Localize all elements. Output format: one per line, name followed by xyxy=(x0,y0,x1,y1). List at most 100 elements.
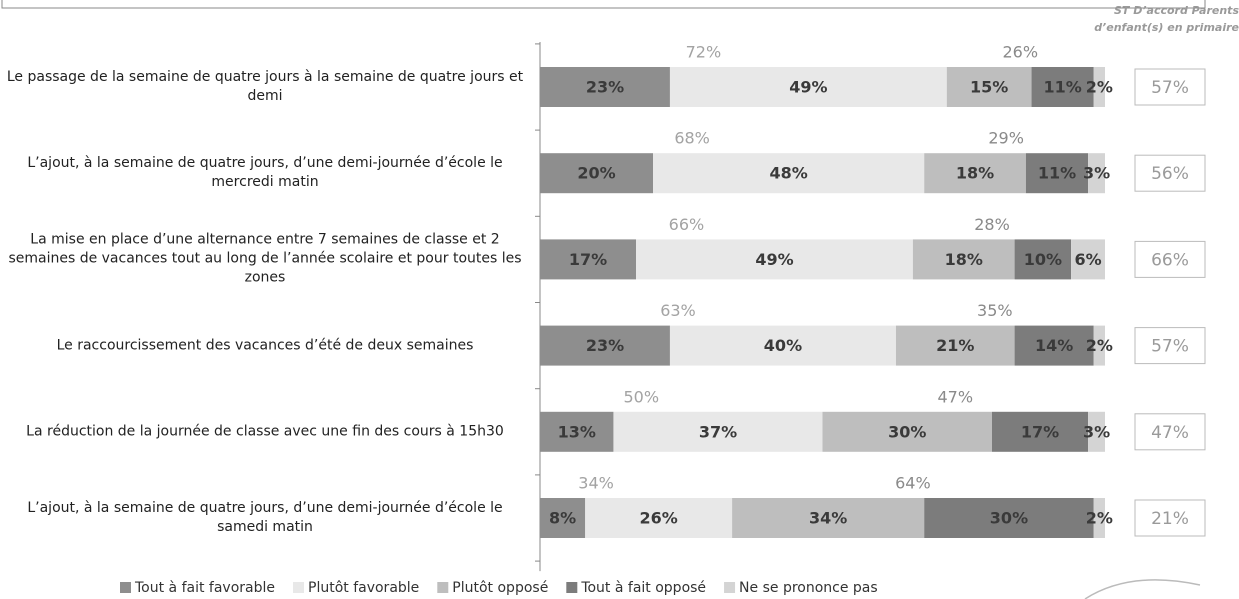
segment-label: 34% xyxy=(809,509,847,528)
bar-segment xyxy=(540,67,670,107)
segment-label: 6% xyxy=(1074,250,1101,269)
side-value: 21% xyxy=(1151,509,1189,529)
logo-curve xyxy=(1084,579,1201,599)
segment-label: 11% xyxy=(1038,164,1076,183)
segment-label: 23% xyxy=(586,336,624,355)
category-label: L’ajout, à la semaine de quatre jours, d… xyxy=(27,155,503,191)
bar-segment xyxy=(822,411,992,452)
category-label: Le raccourcissement des vacances d’été d… xyxy=(56,337,474,354)
segment-label: 14% xyxy=(1035,336,1073,355)
segment-label: 49% xyxy=(789,78,827,97)
segment-label: 37% xyxy=(699,422,737,441)
segment-label: 17% xyxy=(1021,422,1059,441)
bar-segment xyxy=(1093,498,1105,538)
segment-label: 8% xyxy=(549,509,576,528)
segment-label: 30% xyxy=(888,422,926,441)
bar-segment xyxy=(924,498,1094,538)
side-box xyxy=(1134,154,1206,192)
segment-label: 2% xyxy=(1086,78,1113,97)
side-value: 56% xyxy=(1151,164,1189,184)
segment-label: 40% xyxy=(764,336,802,355)
category-label: La réduction de la journée de classe ave… xyxy=(26,423,504,440)
legend-label: Ne se prononce pas xyxy=(739,580,878,596)
segment-label: 2% xyxy=(1086,509,1113,528)
segment-label: 17% xyxy=(569,250,607,269)
segment-label: 15% xyxy=(970,78,1008,97)
side-box xyxy=(1134,499,1206,537)
bar-segment xyxy=(585,498,733,538)
bar-segment xyxy=(653,153,925,194)
segment-label: 48% xyxy=(769,164,807,183)
segment-label: 3% xyxy=(1083,422,1110,441)
segment-label: 10% xyxy=(1024,250,1062,269)
side-value: 66% xyxy=(1151,250,1189,270)
legend-label: Plutôt opposé xyxy=(452,580,548,596)
category-label: La mise en place d’une alternance entre … xyxy=(8,231,522,286)
bar-segment xyxy=(636,239,913,280)
bar-segment xyxy=(540,498,586,538)
legend-label: Tout à fait favorable xyxy=(134,580,275,596)
bar-segment xyxy=(992,411,1089,452)
bar-segment xyxy=(1025,153,1089,194)
bar-segment xyxy=(613,411,823,452)
bar-segment xyxy=(1014,239,1072,280)
bar-segment xyxy=(669,67,947,107)
legend-swatch xyxy=(437,582,449,593)
bar-segment xyxy=(1088,153,1105,194)
segment-label: 21% xyxy=(936,336,974,355)
bar-segment xyxy=(732,498,925,538)
bar-segment xyxy=(1014,325,1094,366)
legend-swatch xyxy=(724,582,736,593)
bar-segment xyxy=(1071,239,1105,280)
side-value: 57% xyxy=(1151,78,1189,98)
bar-segment xyxy=(1093,325,1105,366)
opposed-total: 47% xyxy=(937,387,973,406)
bar-segment xyxy=(1093,67,1105,107)
segment-label: 2% xyxy=(1086,336,1113,355)
legend-swatch xyxy=(293,582,304,593)
side-box xyxy=(1134,240,1206,278)
segment-label: 26% xyxy=(640,509,678,528)
favorable-total: 34% xyxy=(578,474,614,493)
category-label: L’ajout, à la semaine de quatre jours, d… xyxy=(27,500,503,535)
side-value: 47% xyxy=(1151,423,1189,443)
segment-label: 20% xyxy=(577,164,615,183)
segment-label: 23% xyxy=(586,78,624,97)
favorable-total: 50% xyxy=(623,387,659,406)
bar-segment xyxy=(895,325,1015,366)
category-label: Le passage de la semaine de quatre jours… xyxy=(6,69,524,104)
opposed-total: 64% xyxy=(895,474,931,493)
legend-swatch xyxy=(566,582,578,593)
segment-label: 18% xyxy=(945,250,983,269)
bar-segment xyxy=(912,239,1015,280)
segment-label: 18% xyxy=(956,164,994,183)
favorable-total: 72% xyxy=(686,43,722,62)
opposed-total: 35% xyxy=(977,301,1013,320)
opposed-total: 26% xyxy=(1002,43,1038,62)
segment-label: 49% xyxy=(755,250,793,269)
opposed-total: 29% xyxy=(988,129,1024,148)
segment-label: 11% xyxy=(1043,78,1081,97)
segment-label: 13% xyxy=(558,422,596,441)
side-column-title: ST D’accord Parents d’enfant(s) en prima… xyxy=(1094,4,1239,34)
bar-segment xyxy=(540,239,637,280)
bar-segment xyxy=(669,325,896,366)
bar-segment xyxy=(924,153,1026,194)
bar-segment xyxy=(540,325,670,366)
side-value: 57% xyxy=(1151,337,1189,357)
frame xyxy=(1,0,1206,9)
side-box xyxy=(1134,413,1206,451)
bar-segment xyxy=(540,153,653,194)
bar-segment xyxy=(1031,67,1094,107)
opposed-total: 28% xyxy=(974,215,1010,234)
legend-label: Tout à fait opposé xyxy=(580,580,706,596)
segment-label: 30% xyxy=(990,509,1028,528)
favorable-total: 68% xyxy=(674,129,710,148)
side-box xyxy=(1134,68,1206,106)
side-box xyxy=(1134,327,1206,365)
bar-segment xyxy=(1088,411,1105,452)
bar-segment xyxy=(540,411,614,452)
legend-label: Plutôt favorable xyxy=(308,580,419,596)
